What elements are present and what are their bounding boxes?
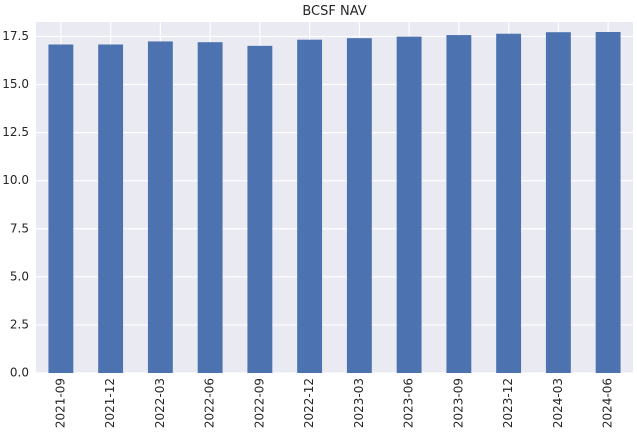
bar-2024-06 bbox=[595, 32, 621, 373]
x-tick-label: 2022-03 bbox=[153, 378, 167, 428]
y-tick-label: 17.5 bbox=[2, 29, 29, 43]
bars bbox=[48, 32, 621, 374]
bar-2024-03 bbox=[545, 32, 571, 374]
bar-2022-12 bbox=[297, 39, 323, 374]
x-tick-label: 2022-09 bbox=[252, 378, 266, 428]
y-tick-label: 2.5 bbox=[10, 317, 29, 331]
y-tick-label: 12.5 bbox=[2, 125, 29, 139]
x-tick-label: 2024-03 bbox=[551, 378, 565, 428]
bar-2022-03 bbox=[147, 41, 173, 374]
bar-2023-09 bbox=[446, 35, 472, 373]
x-tick-label: 2023-06 bbox=[402, 378, 416, 428]
x-axis-ticks: 2021-09 2021-12 2022-03 2022-06 2022-09 2022-… bbox=[53, 378, 614, 428]
x-tick-label: 2024-06 bbox=[601, 378, 615, 428]
y-tick-label: 15.0 bbox=[2, 77, 29, 91]
y-tick-label: 10.0 bbox=[2, 173, 29, 187]
y-tick-label: 5.0 bbox=[10, 269, 29, 283]
y-tick-label: 0.0 bbox=[10, 366, 29, 380]
bar-2021-09 bbox=[48, 44, 74, 373]
chart-title: BCSF NAV bbox=[302, 4, 366, 19]
x-tick-label: 2021-12 bbox=[103, 378, 117, 428]
x-tick-label: 2022-06 bbox=[203, 378, 217, 428]
plot-area bbox=[36, 22, 633, 373]
bar-2022-06 bbox=[197, 42, 223, 373]
bar-2023-12 bbox=[496, 33, 522, 373]
x-tick-label: 2023-03 bbox=[352, 378, 366, 428]
x-tick-label: 2021-09 bbox=[53, 378, 67, 428]
bar-2021-12 bbox=[98, 44, 124, 373]
y-axis-ticks: 0.0 2.5 5.0 7.5 10.0 12.5 15.0 17.5 bbox=[2, 29, 29, 380]
x-tick-label: 2022-12 bbox=[302, 378, 316, 428]
bar-2023-06 bbox=[396, 36, 422, 374]
bar-2022-09 bbox=[247, 45, 273, 374]
y-tick-label: 7.5 bbox=[10, 221, 29, 235]
x-tick-label: 2023-12 bbox=[501, 378, 515, 428]
bar-2023-03 bbox=[346, 38, 372, 374]
x-tick-label: 2023-09 bbox=[451, 378, 465, 428]
